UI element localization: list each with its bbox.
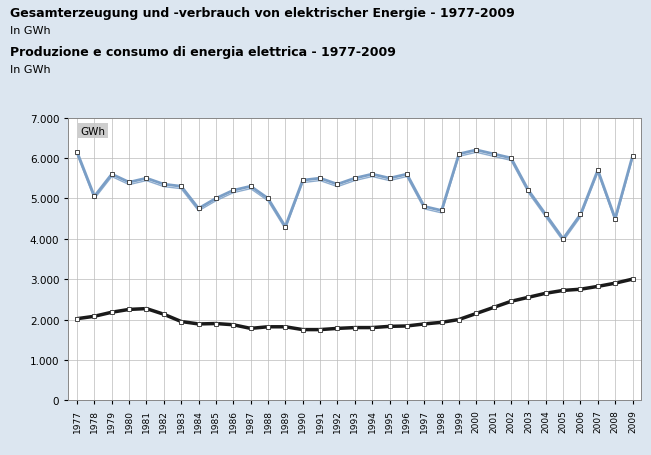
Text: Produzione e consumo di energia elettrica - 1977-2009: Produzione e consumo di energia elettric…	[10, 46, 396, 59]
Text: Gesamterzeugung und -verbrauch von elektrischer Energie - 1977-2009: Gesamterzeugung und -verbrauch von elekt…	[10, 7, 514, 20]
Text: GWh: GWh	[81, 126, 105, 136]
Text: In GWh: In GWh	[10, 65, 50, 75]
Text: In GWh: In GWh	[10, 26, 50, 36]
